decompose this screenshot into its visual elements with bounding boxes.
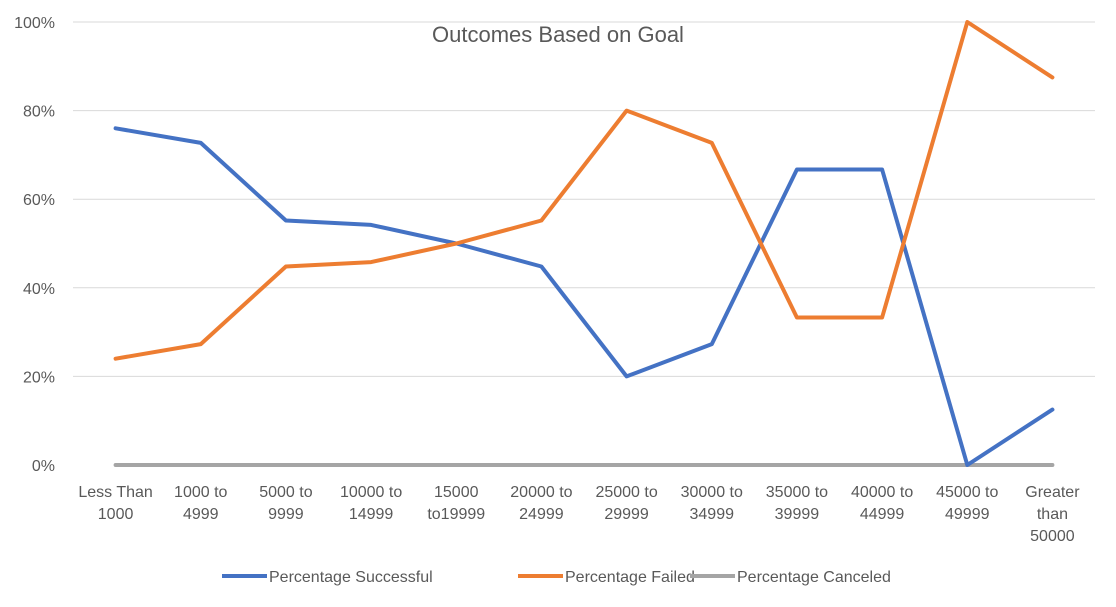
legend-label-percentage-canceled: Percentage Canceled xyxy=(737,569,891,586)
x-tick-label: 25000 to 29999 xyxy=(595,484,657,523)
x-tick-label: 40000 to 44999 xyxy=(851,484,913,523)
x-tick-label: 15000 to19999 xyxy=(427,484,485,523)
gridlines xyxy=(73,21,1095,377)
y-axis-ticks: 0% 20% 40% 60% 80% 100% xyxy=(14,15,55,475)
legend-label-percentage-failed: Percentage Failed xyxy=(565,569,695,586)
x-tick-label: 1000 to 4999 xyxy=(174,484,227,523)
y-tick-label: 20% xyxy=(23,369,55,386)
y-tick-label: 0% xyxy=(32,458,55,475)
y-tick-label: 80% xyxy=(23,104,55,121)
x-tick-label: 10000 to 14999 xyxy=(340,484,402,523)
x-tick-label: Less Than 1000 xyxy=(78,484,152,523)
y-tick-label: 100% xyxy=(14,15,55,32)
x-tick-label: 35000 to 39999 xyxy=(766,484,828,523)
series-line-percentage-failed xyxy=(113,20,1055,361)
y-tick-label: 40% xyxy=(23,281,55,298)
legend-label-percentage-successful: Percentage Successful xyxy=(269,569,433,586)
y-tick-label: 60% xyxy=(23,192,55,209)
x-tick-label: 30000 to 34999 xyxy=(681,484,743,523)
x-axis-ticks: Less Than 1000 1000 to 4999 5000 to 9999 10000… xyxy=(78,484,1080,545)
series-line-percentage-successful xyxy=(113,126,1055,467)
x-tick-label: 20000 to 24999 xyxy=(510,484,572,523)
x-tick-label: 5000 to 9999 xyxy=(259,484,312,523)
chart-title: Outcomes Based on Goal xyxy=(432,22,684,47)
x-tick-label: 45000 to 49999 xyxy=(936,484,998,523)
legend: Percentage Successful Percentage Failed Pe… xyxy=(222,569,891,586)
series-lines xyxy=(113,20,1055,467)
x-tick-label: Greater than 50000 xyxy=(1025,484,1080,545)
